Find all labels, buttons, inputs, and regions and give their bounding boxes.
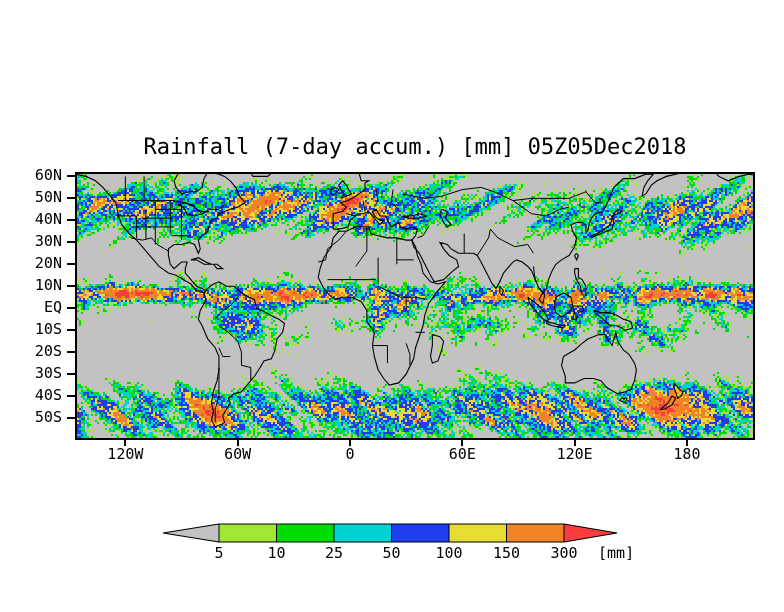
x-axis-tick-mark (685, 440, 688, 446)
map-plot-area (75, 172, 755, 440)
colorbar-legend (162, 523, 618, 543)
y-axis-tick-mark (67, 197, 75, 200)
y-axis-tick-label: 10N (34, 276, 62, 295)
x-axis-tick-label: 120W (107, 445, 144, 463)
colorbar-threshold-label: 25 (324, 544, 344, 562)
colorbar-threshold-label: 5 (214, 544, 224, 562)
x-axis-tick-mark (461, 440, 464, 446)
colorbar-segment (276, 523, 335, 543)
y-axis-tick-mark (67, 395, 75, 398)
x-axis-tick-label: 0 (345, 445, 355, 463)
colorbar-threshold-label: 300 (550, 544, 578, 562)
y-axis-tick-label: 20N (34, 254, 62, 273)
colorbar-segment (333, 523, 392, 543)
colorbar-segment (218, 523, 277, 543)
y-axis-tick-label: 30N (34, 232, 62, 251)
y-axis-tick-mark (67, 417, 75, 420)
y-axis-tick-label: 10S (34, 320, 62, 339)
chart-title: Rainfall (7-day accum.) [mm] 05Z05Dec201… (143, 135, 687, 160)
y-axis-tick-mark (67, 351, 75, 354)
colorbar-overflow-arrow (563, 523, 618, 543)
y-axis-tick-label: 20S (34, 342, 62, 361)
x-axis-tick-mark (349, 440, 351, 446)
y-axis-tick-label: 40N (34, 210, 62, 229)
rainfall-heatmap-canvas (77, 174, 753, 438)
y-axis-tick-label: EQ (43, 298, 62, 317)
y-axis-tick-mark (67, 307, 75, 310)
colorbar-segment (506, 523, 565, 543)
colorbar-segment (448, 523, 507, 543)
x-axis-tick-label: 120E (556, 445, 593, 463)
x-axis-tick-label: 60E (448, 445, 476, 463)
x-axis-tick-mark (236, 440, 239, 446)
colorbar-units-label: [mm] (598, 544, 635, 562)
y-axis-tick-mark (67, 241, 75, 244)
y-axis-tick-mark (67, 263, 75, 266)
x-axis-tick-mark (124, 440, 127, 446)
colorbar-threshold-label: 50 (382, 544, 401, 562)
colorbar-segment (391, 523, 450, 543)
colorbar-threshold-label: 150 (492, 544, 521, 562)
x-axis-tick-mark (573, 440, 576, 446)
y-axis-tick-mark (67, 373, 75, 376)
y-axis-tick-mark (67, 329, 75, 332)
y-axis-tick-mark (67, 219, 75, 222)
colorbar-underflow-arrow (162, 523, 220, 543)
y-axis-tick-mark (67, 285, 75, 288)
y-axis-tick-label: 50S (34, 408, 62, 427)
y-axis-tick-label: 30S (34, 364, 62, 383)
y-axis-tick-label: 50N (34, 188, 62, 207)
x-axis-tick-label: 60W (224, 445, 252, 463)
colorbar-threshold-label: 10 (267, 544, 286, 562)
y-axis-tick-label: 40S (34, 386, 62, 405)
colorbar-threshold-label: 100 (435, 544, 463, 562)
y-axis-tick-label: 60N (34, 166, 62, 185)
x-axis-tick-label: 180 (673, 445, 701, 463)
y-axis-tick-mark (67, 175, 75, 178)
